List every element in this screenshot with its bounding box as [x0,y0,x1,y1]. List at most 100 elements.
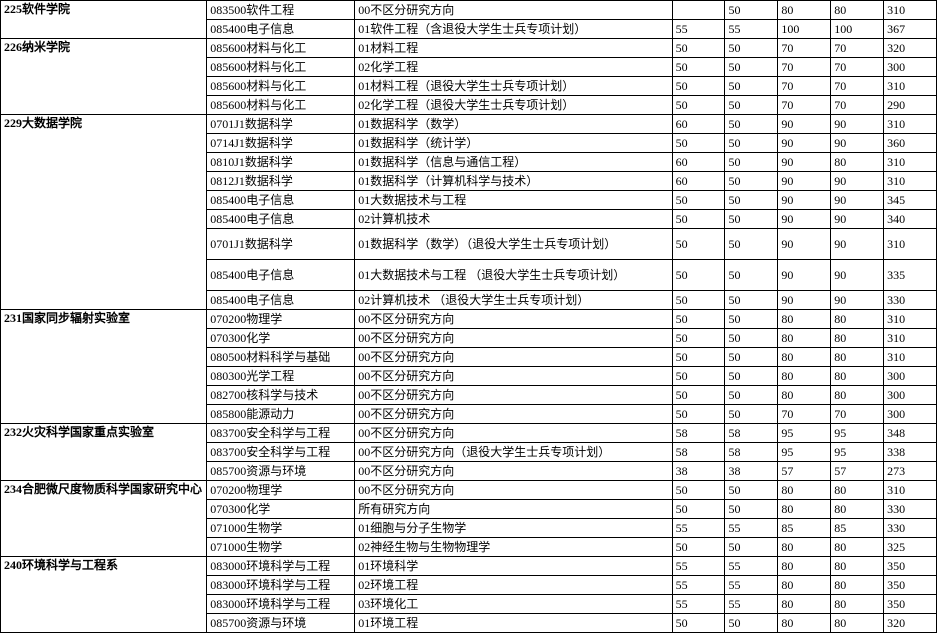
score-cell-5: 338 [884,443,937,462]
score-cell-5: 310 [884,1,937,20]
score-cell-5: 310 [884,348,937,367]
direction-cell: 00不区分研究方向 [355,481,672,500]
major-cell: 085400电子信息 [207,291,355,310]
score-cell-1: 50 [672,500,725,519]
score-cell-1: 50 [672,134,725,153]
score-cell-3: 100 [778,20,831,39]
score-cell-3: 70 [778,96,831,115]
score-cell-5: 330 [884,500,937,519]
score-cell-4: 85 [831,519,884,538]
score-cell-2: 50 [725,260,778,291]
score-cell-4: 70 [831,405,884,424]
score-cell-1: 50 [672,329,725,348]
table-row: 232火灾科学国家重点实验室083700安全科学与工程00不区分研究方向5858… [1,424,937,443]
major-cell: 085700资源与环境 [207,462,355,481]
direction-cell: 00不区分研究方向 [355,310,672,329]
score-cell-1: 50 [672,191,725,210]
score-cell-3: 85 [778,519,831,538]
direction-cell: 00不区分研究方向 [355,1,672,20]
score-cell-1: 60 [672,115,725,134]
score-cell-2: 38 [725,462,778,481]
score-cell-3: 80 [778,481,831,500]
score-cell-4: 80 [831,557,884,576]
score-cell-5: 350 [884,595,937,614]
score-cell-4: 80 [831,386,884,405]
score-cell-4: 70 [831,77,884,96]
score-cell-4: 90 [831,115,884,134]
institute-cell: 226纳米学院 [1,39,207,115]
score-cell-1: 50 [672,310,725,329]
score-cell-5: 300 [884,405,937,424]
score-cell-5: 360 [884,134,937,153]
score-cell-1: 50 [672,96,725,115]
direction-cell: 01大数据技术与工程 [355,191,672,210]
score-cell-3: 70 [778,39,831,58]
direction-cell: 01细胞与分子生物学 [355,519,672,538]
direction-cell: 00不区分研究方向 [355,405,672,424]
score-cell-3: 70 [778,77,831,96]
score-cell-2: 55 [725,557,778,576]
major-cell: 070200物理学 [207,481,355,500]
score-cell-3: 95 [778,424,831,443]
direction-cell: 01数据科学（信息与通信工程） [355,153,672,172]
major-cell: 0701J1数据科学 [207,115,355,134]
score-cell-2: 50 [725,229,778,260]
score-cell-1: 50 [672,229,725,260]
score-cell-1: 50 [672,405,725,424]
major-cell: 085600材料与化工 [207,39,355,58]
score-cell-3: 80 [778,310,831,329]
score-cell-5: 310 [884,77,937,96]
score-cell-4: 80 [831,538,884,557]
score-cell-2: 50 [725,386,778,405]
score-cell-5: 310 [884,153,937,172]
score-cell-5: 310 [884,115,937,134]
score-cell-2: 50 [725,310,778,329]
score-cell-5: 320 [884,614,937,633]
score-cell-1: 60 [672,153,725,172]
score-cell-2: 50 [725,134,778,153]
score-cell-2: 50 [725,77,778,96]
score-cell-2: 50 [725,538,778,557]
major-cell: 085800能源动力 [207,405,355,424]
score-cell-3: 80 [778,348,831,367]
table-row: 226纳米学院085600材料与化工01材料工程50507070320 [1,39,937,58]
table-row: 225软件学院083500软件工程00不区分研究方向508080310 [1,1,937,20]
major-cell: 0810J1数据科学 [207,153,355,172]
score-cell-2: 50 [725,39,778,58]
score-cell-5: 350 [884,576,937,595]
table-row: 231国家同步辐射实验室070200物理学00不区分研究方向5050808031… [1,310,937,329]
direction-cell: 00不区分研究方向 [355,386,672,405]
score-cell-2: 58 [725,443,778,462]
score-cell-3: 80 [778,386,831,405]
score-cell-4: 90 [831,291,884,310]
score-cell-5: 335 [884,260,937,291]
admissions-score-table: 225软件学院083500软件工程00不区分研究方向508080310 08540… [0,0,937,633]
score-cell-5: 340 [884,210,937,229]
score-cell-3: 90 [778,191,831,210]
score-cell-4: 80 [831,329,884,348]
score-cell-3: 70 [778,405,831,424]
score-cell-5: 300 [884,58,937,77]
score-cell-3: 90 [778,115,831,134]
score-cell-3: 80 [778,595,831,614]
score-cell-1: 50 [672,58,725,77]
direction-cell: 01环境科学 [355,557,672,576]
major-cell: 070300化学 [207,329,355,348]
score-cell-5: 310 [884,172,937,191]
score-cell-4: 80 [831,500,884,519]
score-cell-3: 80 [778,329,831,348]
score-cell-2: 50 [725,96,778,115]
score-cell-1: 58 [672,443,725,462]
score-cell-1: 50 [672,538,725,557]
score-cell-4: 95 [831,443,884,462]
score-cell-2: 55 [725,20,778,39]
score-cell-4: 90 [831,260,884,291]
score-cell-2: 50 [725,172,778,191]
score-cell-1: 55 [672,595,725,614]
major-cell: 080300光学工程 [207,367,355,386]
score-cell-2: 50 [725,481,778,500]
direction-cell: 01数据科学（数学） [355,115,672,134]
direction-cell: 01数据科学（统计学） [355,134,672,153]
score-cell-5: 310 [884,310,937,329]
score-cell-1: 55 [672,519,725,538]
